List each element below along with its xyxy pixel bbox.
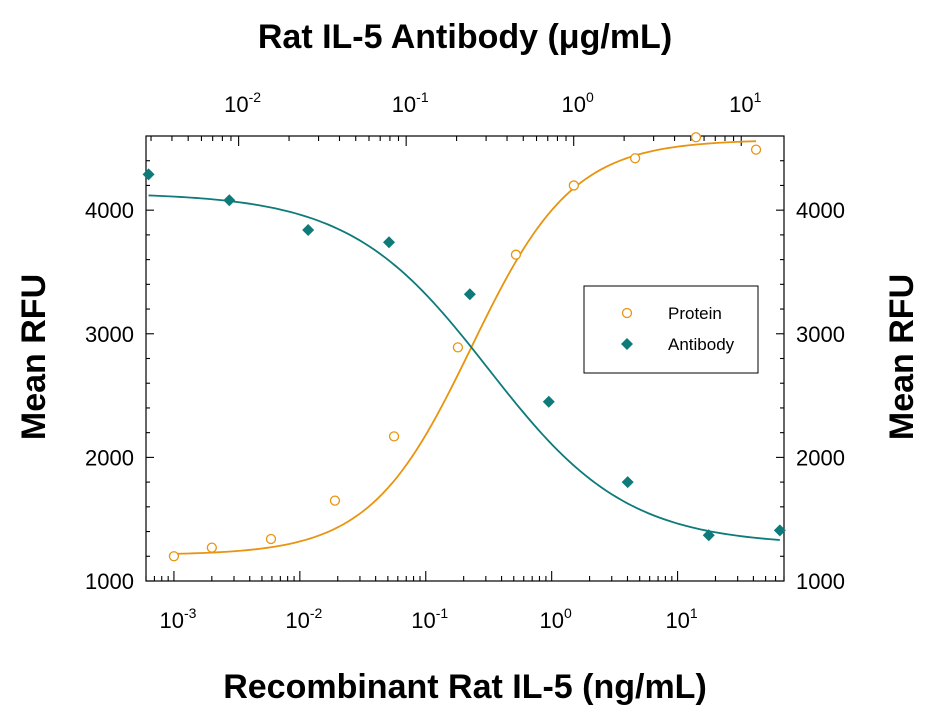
protein-point [510,249,522,260]
y-tick-label-right: 4000 [796,198,845,223]
y-tick-label-left: 3000 [85,322,134,347]
data-points [142,132,786,562]
x-bottom-tick-label: 10-3 [159,605,196,633]
protein-point [206,542,217,553]
antibody-point [302,223,315,236]
y-axis-label-left: Mean RFU [15,274,53,440]
x-axis-label: Recombinant Rat IL-5 (ng/mL) [223,668,707,706]
protein-point [750,144,762,155]
protein-point [265,533,277,545]
y-tick-label-right: 1000 [796,569,845,594]
x-bottom-tick-label: 101 [665,605,697,633]
protein-point [329,495,341,506]
antibody-point [702,529,715,542]
y-tick-label-left: 1000 [85,569,134,594]
y-tick-label-right: 2000 [796,445,845,470]
antibody-point [773,524,786,537]
legend-protein-label: Protein [668,304,722,323]
x-bottom-tick-label: 10-2 [285,605,322,633]
antibody-point [542,395,555,408]
protein-point [388,431,400,442]
x-top-tick-label: 10-1 [392,89,429,117]
antibody-point [223,194,236,207]
legend-protein-marker [621,307,633,319]
protein-point [568,180,579,191]
y-tick-label-left: 4000 [85,198,134,223]
protein-point [168,551,180,562]
x-top-tick-label: 10-2 [224,89,261,117]
y-axis-label-right: Mean RFU [883,274,921,440]
y-tick-label-right: 3000 [796,322,845,347]
legend: Protein Antibody [583,285,759,374]
protein-fit-line [173,140,757,555]
x-bottom-tick-label: 100 [540,605,572,633]
fit-curves [148,140,780,555]
antibody-point [383,236,396,249]
antibody-point [621,476,634,489]
legend-antibody-label: Antibody [668,335,735,354]
y-tick-label-left: 2000 [85,445,134,470]
x-top-tick-label: 101 [729,89,761,117]
antibody-point [142,168,155,181]
axis-ticks: 1000 1000 2000 2000 3000 3000 4000 4000 10-3 10-2… [85,89,845,633]
legend-box [583,285,759,374]
protein-point [452,342,464,353]
antibody-point [463,288,476,301]
protein-point [629,153,641,164]
legend-antibody-marker [621,338,633,350]
antibody-fit-line [148,194,780,541]
protein-point [690,132,702,143]
chart-title: Rat IL-5 Antibody (μg/mL) [258,18,672,56]
x-bottom-tick-label: 10-1 [411,605,448,633]
x-top-tick-label: 100 [562,89,594,117]
